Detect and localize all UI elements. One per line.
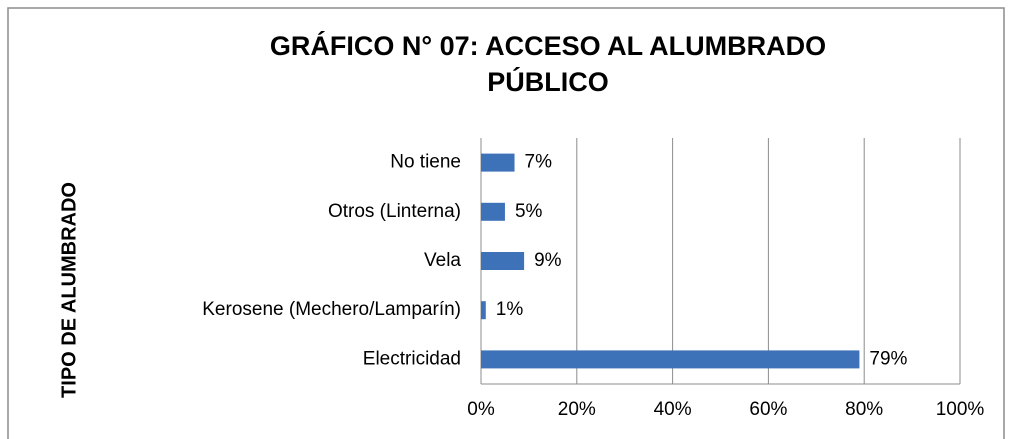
bar bbox=[481, 202, 505, 221]
chart-title: GRÁFICO N° 07: ACCESO AL ALUMBRADO bbox=[270, 30, 826, 61]
x-tick-label: 100% bbox=[936, 399, 985, 420]
data-label: 1% bbox=[496, 299, 524, 320]
data-label: 7% bbox=[525, 152, 553, 173]
x-tick-label: 40% bbox=[654, 399, 692, 420]
data-label: 5% bbox=[515, 201, 543, 222]
y-tick-label: Electricidad bbox=[363, 348, 461, 369]
x-tick-label: 0% bbox=[467, 399, 495, 420]
x-tick-label: 60% bbox=[749, 399, 787, 420]
data-label: 9% bbox=[534, 250, 562, 271]
bar bbox=[481, 301, 486, 320]
x-tick-label: 20% bbox=[558, 399, 596, 420]
y-tick-label: Kerosene (Mechero/Lamparín) bbox=[202, 299, 461, 320]
y-tick-label: No tiene bbox=[390, 152, 461, 173]
bar bbox=[481, 252, 525, 270]
bar bbox=[481, 350, 860, 369]
y-tick-label: Otros (Linterna) bbox=[328, 201, 461, 222]
y-axis-label: TIPO DE ALUMBRADO bbox=[58, 182, 80, 398]
data-label: 79% bbox=[869, 348, 907, 369]
x-tick-label: 80% bbox=[845, 399, 883, 420]
chart-title: PÚBLICO bbox=[487, 66, 609, 97]
y-tick-label: Vela bbox=[424, 250, 461, 271]
bar bbox=[481, 153, 515, 172]
